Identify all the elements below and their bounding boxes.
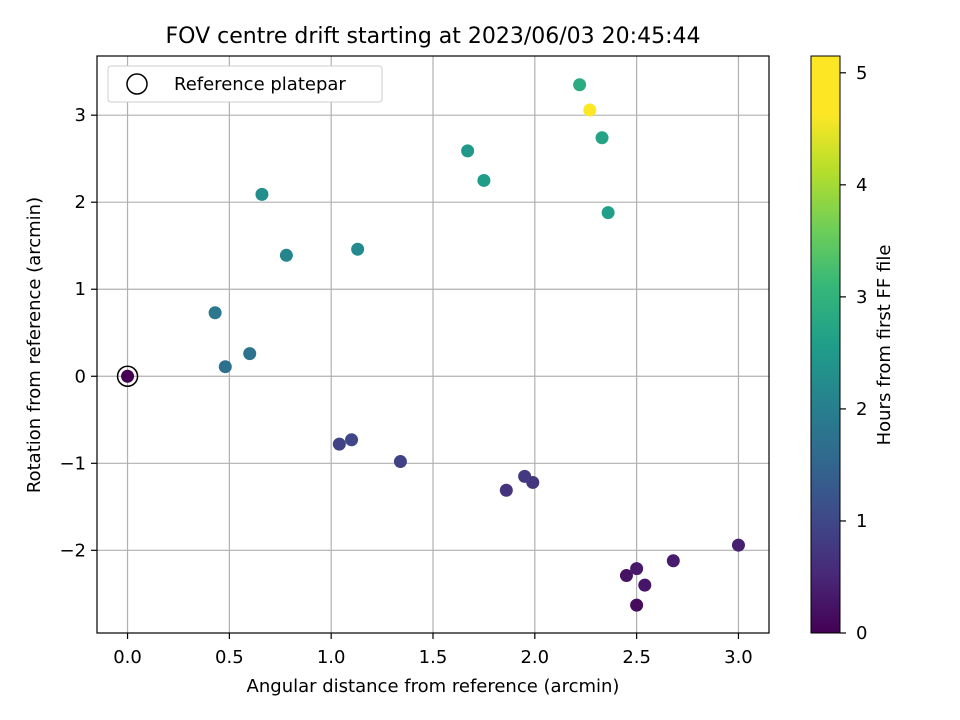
data-point (208, 306, 222, 320)
data-point (351, 242, 365, 256)
data-point (393, 455, 407, 469)
legend-label: Reference platepar (174, 74, 346, 95)
data-point (601, 206, 615, 220)
colorbar (810, 55, 841, 634)
data-point (243, 347, 257, 361)
data-point (332, 437, 346, 451)
colorbar-tick-label: 5 (856, 63, 867, 84)
colorbar-label: Hours from first FF file (874, 245, 895, 446)
y-tick-label: −2 (59, 540, 86, 561)
legend-marker (126, 73, 148, 95)
data-point (499, 483, 513, 497)
data-points (116, 78, 745, 612)
x-tick-label: 2.0 (520, 647, 549, 668)
data-point (573, 78, 587, 92)
data-point (666, 554, 680, 568)
data-point (630, 598, 644, 612)
y-tick-label: 2 (75, 192, 86, 213)
data-point (218, 360, 232, 374)
x-tick-label: 2.5 (622, 647, 651, 668)
data-point (638, 578, 652, 592)
x-tick-label: 1.5 (419, 647, 448, 668)
y-tick-label: −1 (59, 453, 86, 474)
grid-lines (97, 56, 769, 633)
data-point (121, 369, 135, 383)
colorbar-tick-label: 2 (856, 399, 867, 420)
y-tick-label: 0 (75, 366, 86, 387)
data-point (595, 131, 609, 145)
data-point (345, 433, 359, 447)
legend-box (107, 65, 383, 103)
data-point (731, 538, 745, 552)
x-tick-label: 3.0 (724, 647, 753, 668)
x-tick-label: 1.0 (317, 647, 346, 668)
x-axis-label: Angular distance from reference (arcmin) (247, 676, 620, 697)
data-point (477, 173, 491, 187)
data-point (583, 103, 597, 117)
y-tick-label: 1 (75, 279, 86, 300)
x-axis-ticks: 0.0 0.5 1.0 1.5 2.0 2.5 3.0 (113, 633, 753, 668)
colorbar-tick-label: 0 (856, 623, 867, 644)
x-tick-label: 0.0 (113, 647, 142, 668)
legend: Reference platepar (107, 65, 383, 103)
data-point (630, 562, 644, 576)
data-point (619, 569, 633, 583)
data-point (255, 187, 269, 201)
y-axis-ticks: −2 −1 0 1 2 3 (59, 105, 97, 561)
colorbar-tick-label: 3 (856, 287, 867, 308)
data-point (518, 469, 532, 483)
data-point (461, 144, 475, 158)
chart-title: FOV centre drift starting at 2023/06/03 … (166, 24, 701, 49)
reference-platepar-marker (116, 365, 139, 388)
x-tick-label: 0.5 (215, 647, 244, 668)
y-axis-label: Rotation from reference (arcmin) (24, 197, 45, 493)
colorbar-ticks: 0 1 2 3 4 5 (840, 63, 867, 644)
colorbar-tick-label: 4 (856, 175, 867, 196)
data-point (279, 248, 293, 262)
colorbar-tick-label: 1 (856, 511, 867, 532)
y-tick-label: 3 (75, 105, 86, 126)
